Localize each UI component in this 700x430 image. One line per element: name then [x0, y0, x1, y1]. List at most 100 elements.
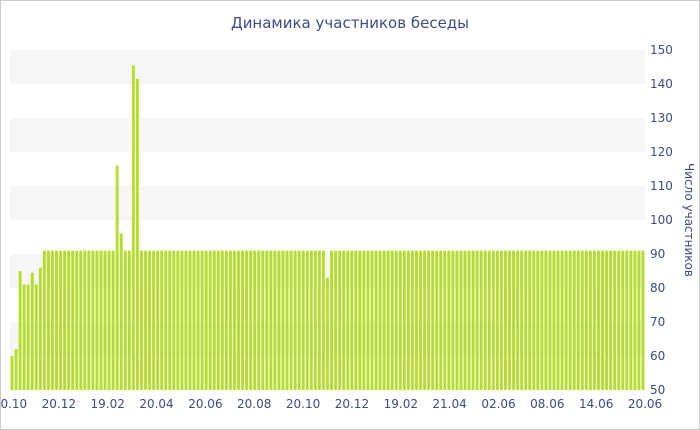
y-tick-label: 150 [650, 43, 673, 57]
bar [544, 250, 548, 390]
bar [455, 250, 459, 390]
x-tick-label: 20.10 [0, 397, 27, 411]
bar [148, 250, 151, 390]
bar [71, 250, 75, 390]
y-tick-label: 130 [650, 111, 673, 125]
bar [144, 250, 147, 390]
bar [601, 250, 604, 390]
bar [293, 250, 297, 390]
bar [467, 250, 471, 390]
bar [580, 250, 584, 390]
bar [18, 271, 22, 390]
bar [91, 250, 95, 390]
bar [326, 277, 329, 390]
bar [576, 250, 580, 390]
bar [463, 250, 467, 390]
bar [390, 250, 394, 390]
bar [269, 250, 273, 390]
bar [613, 250, 617, 390]
bar [273, 250, 277, 390]
bar [362, 250, 366, 390]
bar [540, 250, 544, 390]
bar [156, 250, 160, 390]
bar [427, 250, 431, 390]
grid-band [10, 186, 645, 220]
bar [297, 250, 301, 390]
bar [495, 250, 499, 390]
x-tick-label: 20.12 [335, 397, 369, 411]
bar [592, 250, 596, 390]
bar [208, 250, 212, 390]
bar [398, 250, 402, 390]
bar [176, 250, 180, 390]
bar [127, 250, 131, 390]
bar [483, 250, 487, 390]
bar [188, 250, 192, 390]
bar [516, 250, 520, 390]
x-tick-label: 20.06 [628, 397, 662, 411]
x-tick-label: 21.04 [432, 397, 466, 411]
bar [305, 250, 309, 390]
bar [370, 250, 374, 390]
bar [633, 250, 637, 390]
x-tick-label: 19.02 [91, 397, 125, 411]
bar [135, 78, 139, 391]
y-axis-ticks: 50 60 70 80 90 100 110 120 130 140 150 [650, 43, 673, 397]
bar [330, 250, 333, 390]
bar [572, 250, 576, 390]
bar [597, 250, 600, 390]
bar [75, 250, 79, 390]
bar [499, 250, 503, 390]
y-axis-label: Число участников [682, 163, 696, 277]
y-tick-label: 110 [650, 179, 673, 193]
grid-band [10, 50, 645, 84]
y-tick-label: 60 [650, 349, 665, 363]
bar [55, 250, 58, 390]
bars [10, 65, 645, 391]
bar [564, 250, 568, 390]
bar [439, 250, 443, 390]
bar [451, 250, 455, 390]
bar [63, 250, 67, 390]
bar [382, 250, 386, 390]
bar [192, 250, 196, 390]
bar [123, 250, 127, 390]
y-tick-label: 120 [650, 145, 673, 159]
bar [637, 250, 641, 390]
bar [548, 250, 552, 390]
x-tick-label: 14.06 [579, 397, 613, 411]
y-tick-label: 90 [650, 247, 665, 261]
bar [107, 250, 111, 390]
bar [253, 250, 257, 390]
bar [346, 250, 350, 390]
bar [224, 250, 228, 390]
bar [257, 250, 261, 390]
y-tick-label: 70 [650, 315, 665, 329]
bar [99, 250, 103, 390]
bar [46, 250, 50, 390]
bar [358, 250, 362, 390]
bar [131, 65, 135, 391]
x-tick-label: 20.12 [42, 397, 76, 411]
bar [301, 250, 305, 390]
bar [342, 250, 346, 390]
bar [435, 250, 439, 390]
bar [281, 250, 285, 390]
bar [491, 250, 495, 390]
bar [42, 250, 46, 390]
grid-band [10, 118, 645, 152]
x-tick-label: 20.04 [139, 397, 173, 411]
bar [334, 250, 338, 390]
bar [410, 250, 414, 390]
bar [406, 250, 410, 390]
bar [103, 250, 107, 390]
bar [83, 250, 87, 390]
bar [625, 250, 629, 390]
bar [621, 250, 625, 390]
x-tick-label: 20.06 [188, 397, 222, 411]
bar [228, 250, 232, 390]
bar [26, 284, 30, 390]
x-tick-label: 08.06 [530, 397, 564, 411]
bar [67, 250, 71, 390]
